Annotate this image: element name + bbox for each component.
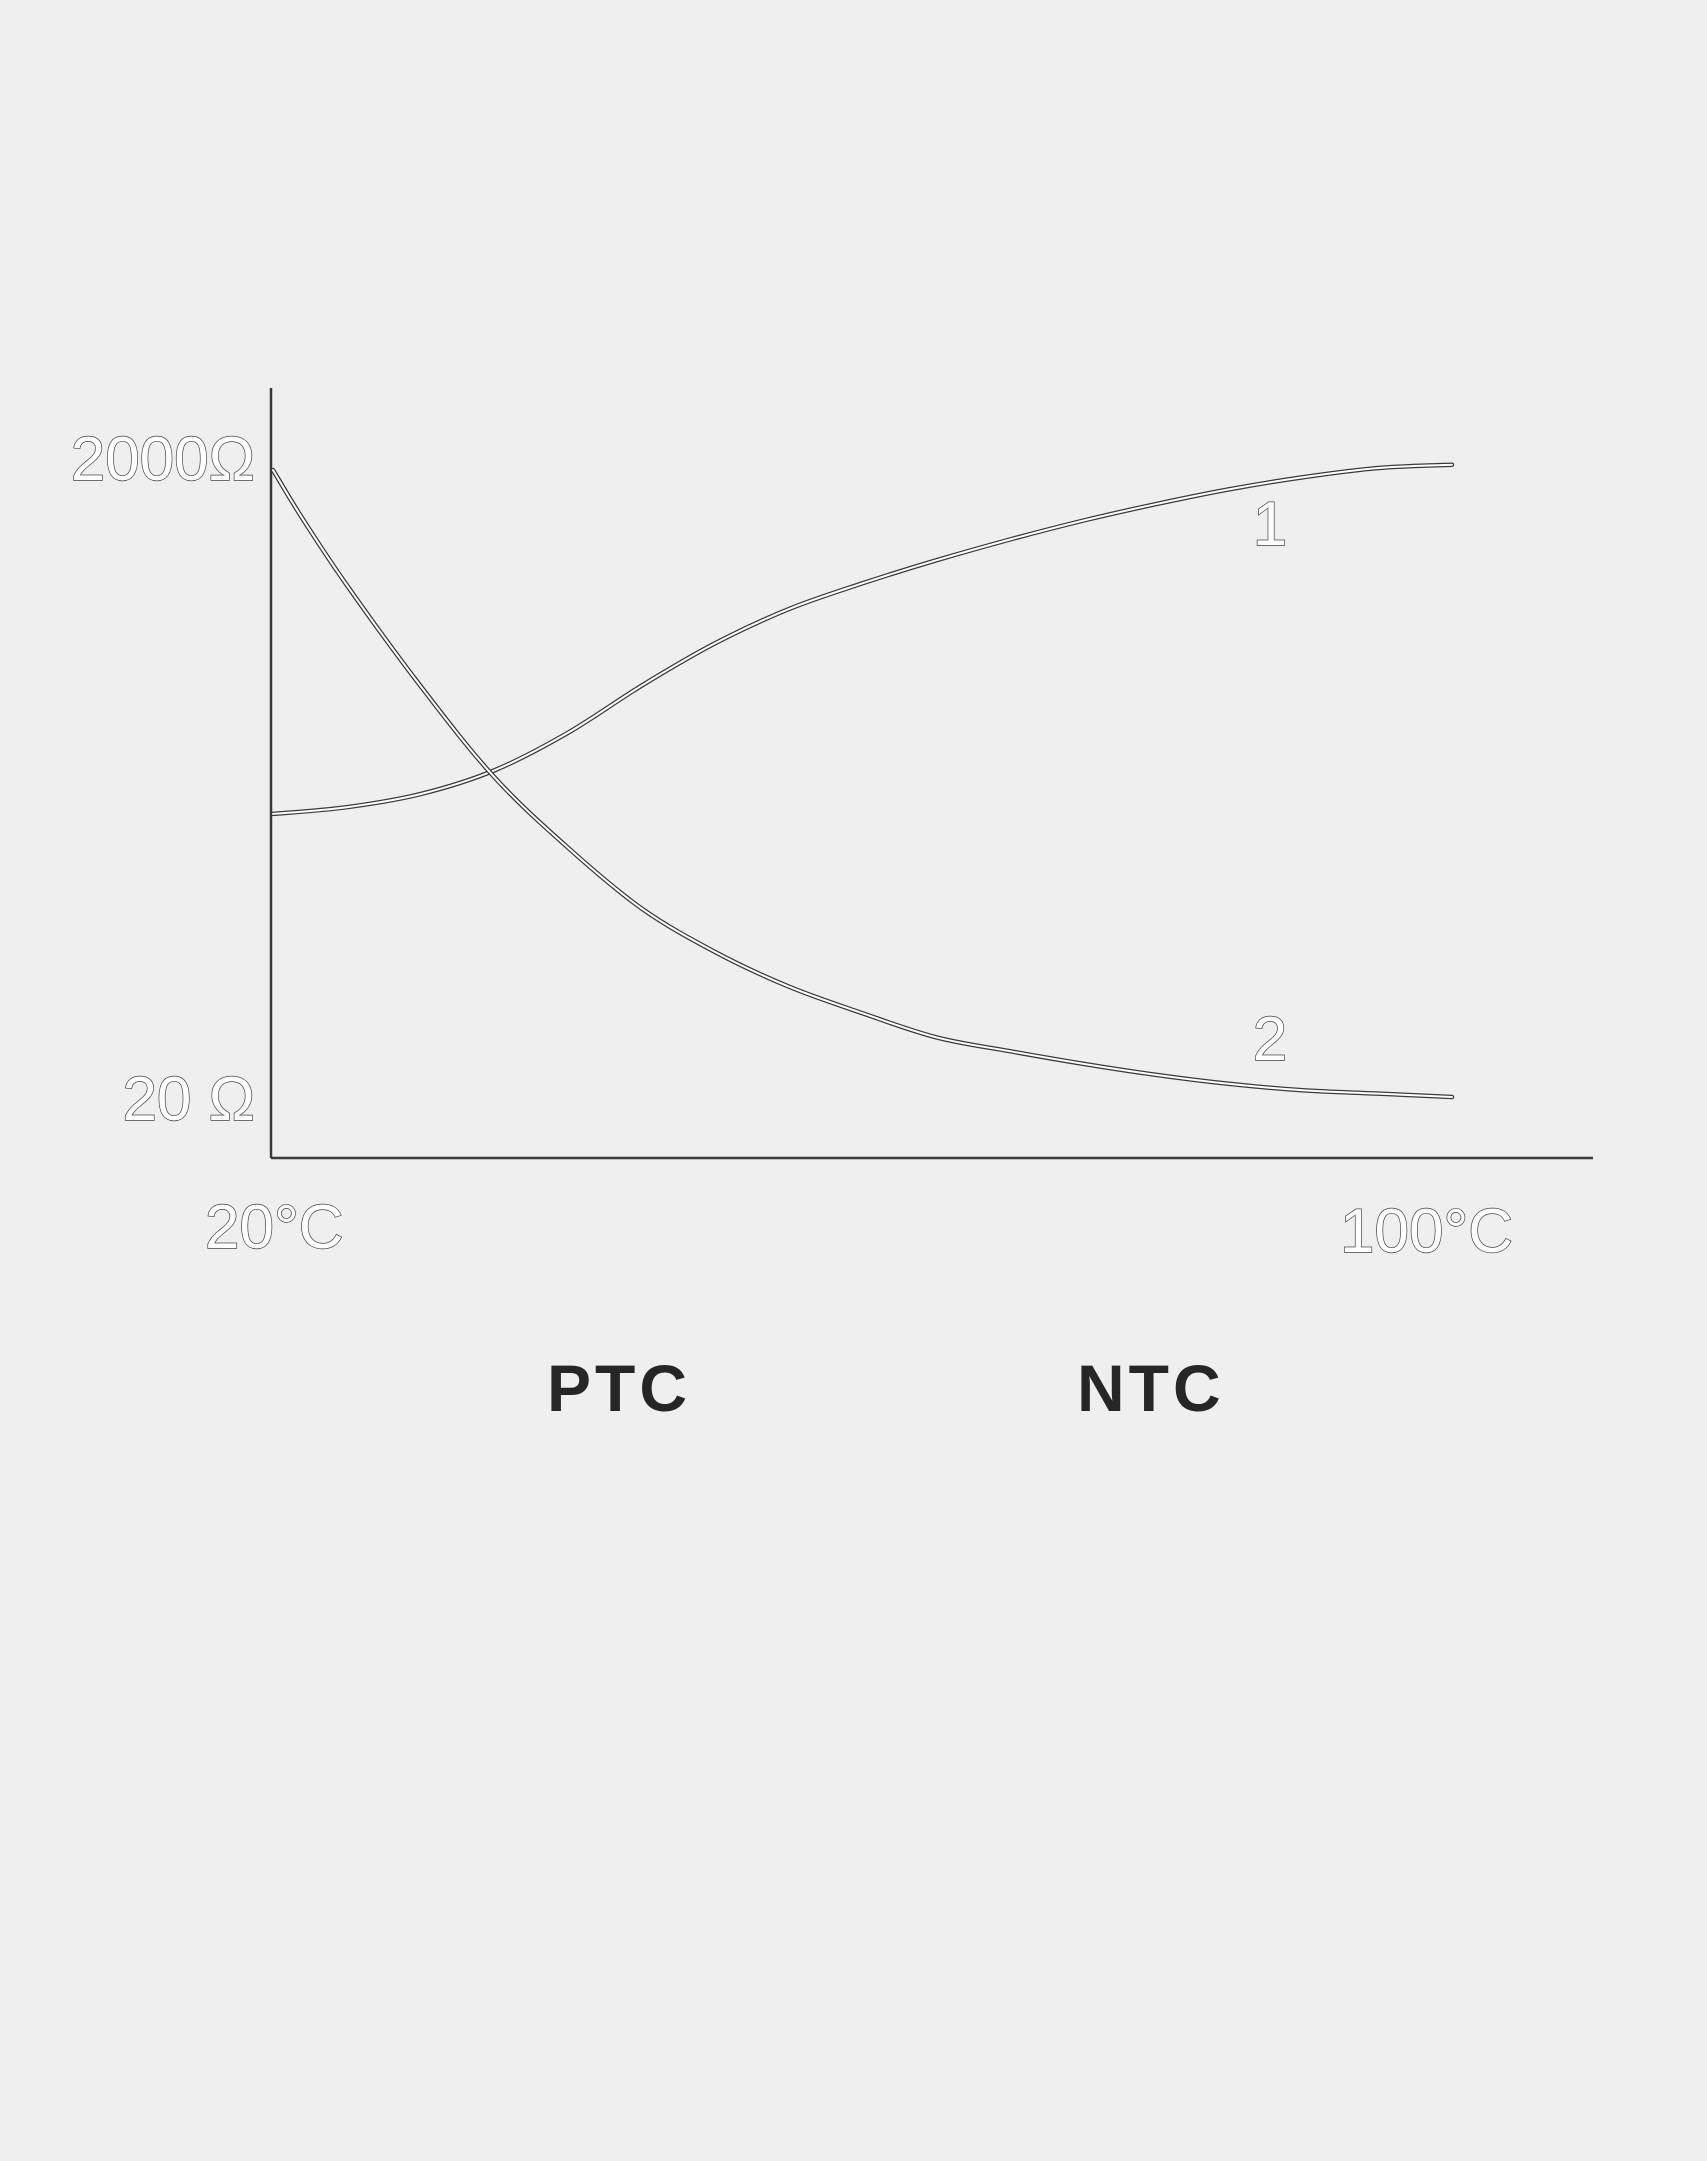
curves-layer [270, 462, 1455, 1100]
x-tick-label-left: 20°C [205, 1193, 344, 1262]
y-tick-label-bottom: 20 Ω [122, 1065, 255, 1134]
ntc-label: NTC [1077, 1351, 1225, 1425]
series-2-label: 2 [1253, 1005, 1287, 1074]
series-1-line [272, 463, 1453, 815]
y-tick-label-top: 2000Ω [71, 425, 255, 494]
series-2-line-outline [270, 467, 1455, 1100]
series-1-label: 1 [1253, 490, 1287, 559]
labels-layer: 1 2 2000Ω 20 Ω 20°C 100°C [70, 424, 1514, 1266]
series-2-line [272, 469, 1453, 1098]
x-tick-label-right: 100°C [1340, 1197, 1513, 1266]
ptc-label: PTC [547, 1351, 691, 1425]
